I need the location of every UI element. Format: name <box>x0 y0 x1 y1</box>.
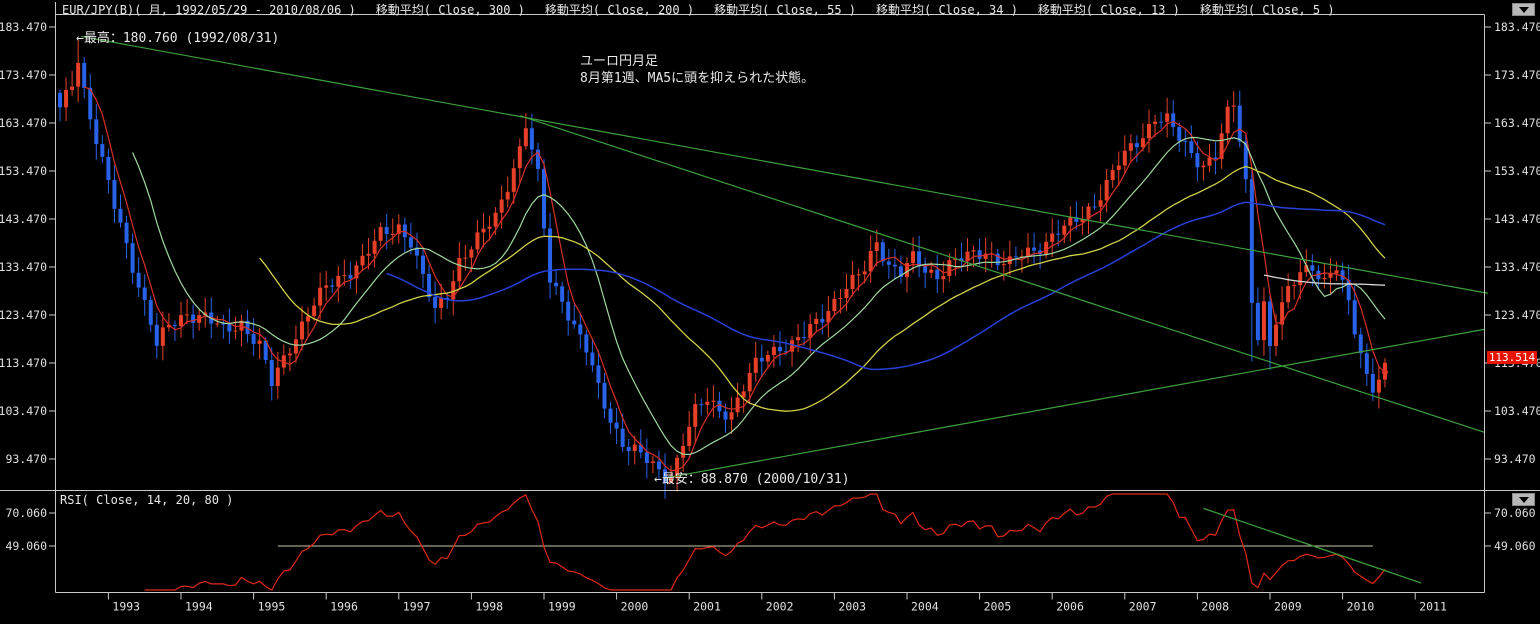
trend-lines[interactable] <box>81 35 1488 479</box>
price-tick-left: 133.470 <box>0 260 47 274</box>
price-tick-right: 93.470 <box>1494 452 1536 466</box>
rsi-indicator-label: RSI( Close, 14, 20, 80 ) <box>60 493 234 507</box>
year-tick-2002: 2002 <box>766 600 794 614</box>
indicator-label-0: 移動平均( Close, 300 ) <box>375 3 525 17</box>
price-tick-left: 93.470 <box>5 452 47 466</box>
price-tick-left: 163.470 <box>0 116 47 130</box>
year-tick-2007: 2007 <box>1129 600 1157 614</box>
rsi-panel-dropdown-button[interactable] <box>1512 493 1535 506</box>
year-tick-1996: 1996 <box>330 600 358 614</box>
chevron-down-icon <box>1518 496 1529 503</box>
ma-line-55 <box>386 201 1386 371</box>
price-tick-left: 123.470 <box>0 308 47 322</box>
price-axis: 183.470 183.470 173.470 173.470 163.470 163.4… <box>0 20 1540 466</box>
year-tick-2004: 2004 <box>911 600 939 614</box>
indicator-label-2: 移動平均( Close, 55 ) <box>714 3 856 17</box>
instrument-label: EUR/JPY(B)( 月, 1992/05/29 - 2010/08/06 ) <box>62 3 356 17</box>
year-tick-2005: 2005 <box>984 600 1012 614</box>
ma-line-34 <box>259 165 1386 412</box>
year-tick-1993: 1993 <box>112 600 140 614</box>
indicator-label-5: 移動平均( Close, 5 ) <box>1199 3 1335 17</box>
year-tick-1995: 1995 <box>258 600 286 614</box>
price-tick-right: 153.470 <box>1494 164 1540 178</box>
ma-line-13 <box>132 136 1386 456</box>
year-tick-2000: 2000 <box>621 600 649 614</box>
rsi-tick-right: 49.060 <box>1494 539 1536 553</box>
high-annotation: ←最高：180.760 (1992/08/31) <box>76 31 280 46</box>
price-tick-right: 163.470 <box>1494 116 1540 130</box>
rsi-tick-right: 70.060 <box>1494 506 1536 520</box>
indicator-label-3: 移動平均( Close, 34 ) <box>876 3 1018 17</box>
trend-line-2 <box>519 115 1485 434</box>
year-axis: 1993 1994 1995 1996 1997 1998 1999 2000 2001 2002… <box>107 592 1447 614</box>
price-tick-left: 103.470 <box>0 404 47 418</box>
note-annotation-line2: 8月第1週、MA5に頭を抑えられた状態。 <box>580 71 815 86</box>
price-tick-left: 183.470 <box>0 20 47 34</box>
low-annotation: ←最安：88.870 (2000/10/31) <box>654 472 850 487</box>
price-tick-right: 183.470 <box>1494 20 1540 34</box>
main-panel-dropdown-button[interactable] <box>1512 3 1535 16</box>
year-tick-2009: 2009 <box>1274 600 1302 614</box>
note-annotation-line1: ユーロ円月足 <box>580 54 659 69</box>
rsi-tick-left: 70.060 <box>5 506 47 520</box>
price-tick-right: 143.470 <box>1494 212 1540 226</box>
chevron-down-icon <box>1518 6 1529 13</box>
ma-line-5 <box>83 86 1386 472</box>
price-tick-right: 173.470 <box>1494 68 1540 82</box>
year-tick-2011: 2011 <box>1419 600 1447 614</box>
trend-line-1 <box>664 328 1485 479</box>
trend-line-0 <box>81 35 1488 294</box>
rsi-axis: 70.060 70.060 49.060 49.060 <box>5 506 1535 553</box>
indicator-label-4: 移動平均( Close, 13 ) <box>1037 3 1180 17</box>
price-tick-right: 123.470 <box>1494 308 1540 322</box>
year-tick-2008: 2008 <box>1201 600 1229 614</box>
year-tick-1998: 1998 <box>475 600 503 614</box>
rsi-line <box>144 493 1386 591</box>
last-price-badge: 113.514 <box>1487 351 1537 364</box>
year-tick-1994: 1994 <box>185 600 213 614</box>
axes-frame <box>0 2 1540 593</box>
rsi-trend-line[interactable] <box>1203 507 1422 584</box>
price-tick-right: 133.470 <box>1494 260 1540 274</box>
year-tick-2003: 2003 <box>838 600 866 614</box>
price-tick-left: 143.470 <box>0 212 47 226</box>
price-tick-right: 103.470 <box>1494 404 1540 418</box>
candlestick-series <box>58 40 1387 499</box>
ma5-endpoint-marker <box>1382 369 1388 376</box>
price-tick-left: 113.470 <box>0 356 47 370</box>
year-tick-1999: 1999 <box>548 600 576 614</box>
rsi-tick-left: 49.060 <box>5 539 47 553</box>
year-tick-2001: 2001 <box>693 600 721 614</box>
year-tick-2010: 2010 <box>1347 600 1375 614</box>
year-tick-2006: 2006 <box>1056 600 1084 614</box>
price-tick-left: 153.470 <box>0 164 47 178</box>
price-tick-left: 173.470 <box>0 68 47 82</box>
ma-line-200 <box>1263 274 1386 286</box>
indicator-label-1: 移動平均( Close, 200 ) <box>544 3 695 17</box>
year-tick-1997: 1997 <box>403 600 431 614</box>
titlebar: EUR/JPY(B)( 月, 1992/05/29 - 2010/08/06 )… <box>62 3 1335 17</box>
